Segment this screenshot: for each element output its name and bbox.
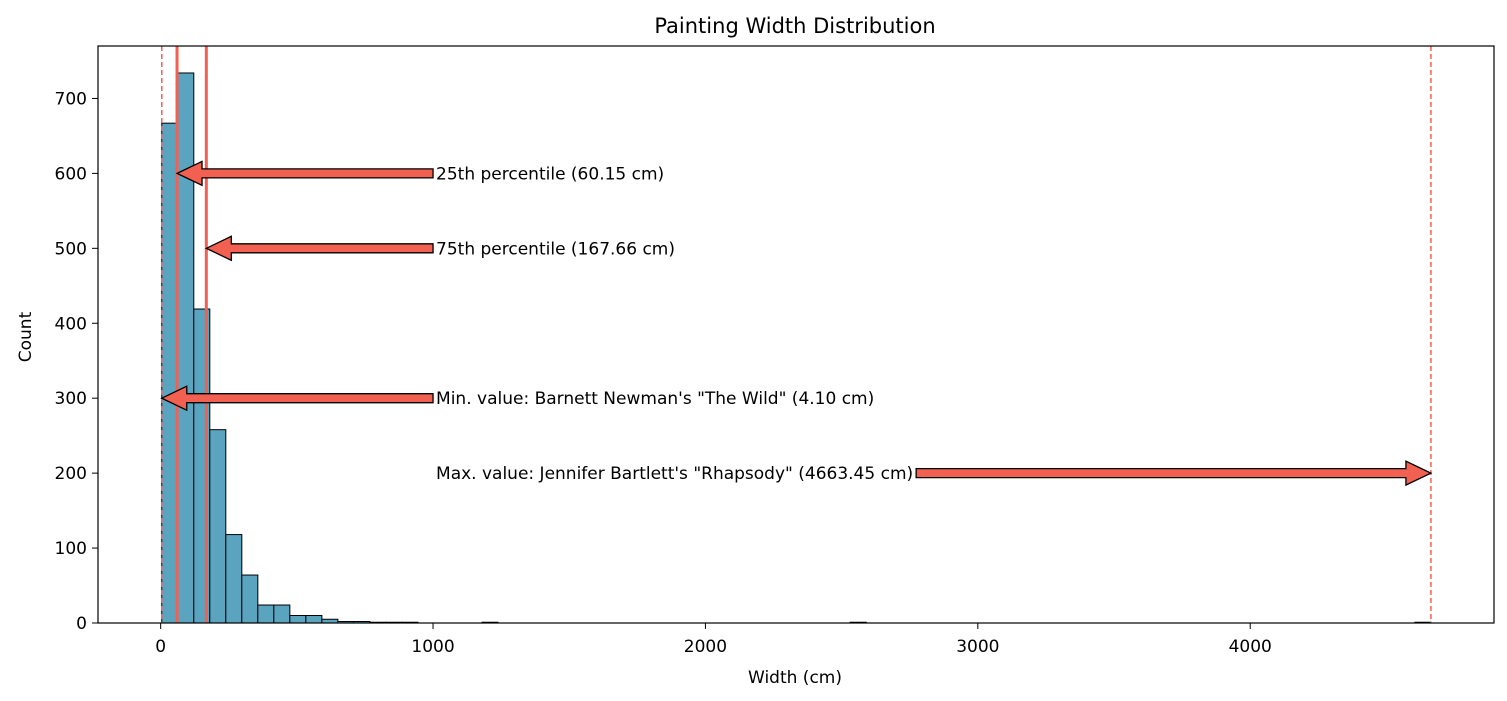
x-tick-label-2: 2000 [684, 637, 727, 657]
annotation-text-2: Min. value: Barnett Newman's "The Wild" … [436, 389, 874, 409]
histogram-bar-0 [161, 122, 179, 624]
x-tick-label-3: 3000 [956, 637, 999, 657]
y-tick-label-3: 300 [55, 389, 87, 409]
y-tick-label-7: 700 [55, 89, 87, 109]
histogram-bar-4 [225, 534, 243, 624]
plot-frame [97, 45, 1495, 624]
annotation-text-1: 75th percentile (167.66 cm) [436, 239, 675, 259]
annotation-arrow-1 [204, 235, 434, 262]
histogram-bar-9 [305, 615, 323, 624]
x-tick-label-4: 4000 [1229, 637, 1272, 657]
x-tick-label-1: 1000 [411, 637, 454, 657]
y-tick-label-2: 200 [55, 464, 87, 484]
annotation-text-0: 25th percentile (60.15 cm) [436, 164, 664, 184]
annotation-text-3: Max. value: Jennifer Bartlett's "Rhapsod… [436, 464, 913, 484]
y-tick-label-5: 500 [55, 239, 87, 259]
histogram-bar-5 [241, 574, 259, 624]
histogram-bar-1 [177, 72, 195, 624]
y-tick-label-0: 0 [76, 614, 87, 634]
histogram-bar-8 [289, 615, 307, 624]
y-tick-label-4: 400 [55, 314, 87, 334]
annotation-arrow-2 [160, 385, 434, 412]
x-tick-label-0: 0 [155, 637, 166, 657]
histogram-bar-3 [209, 429, 227, 624]
chart-title: Painting Width Distribution [654, 14, 935, 38]
histogram-bar-7 [273, 604, 291, 624]
annotation-arrow-3 [915, 460, 1433, 487]
annotation-arrow-0 [175, 160, 434, 187]
x-axis-label: Width (cm) [748, 668, 842, 688]
y-tick-label-6: 600 [55, 164, 87, 184]
y-tick-label-1: 100 [55, 539, 87, 559]
histogram-bar-6 [257, 604, 275, 624]
y-axis-label: Count [16, 311, 36, 362]
